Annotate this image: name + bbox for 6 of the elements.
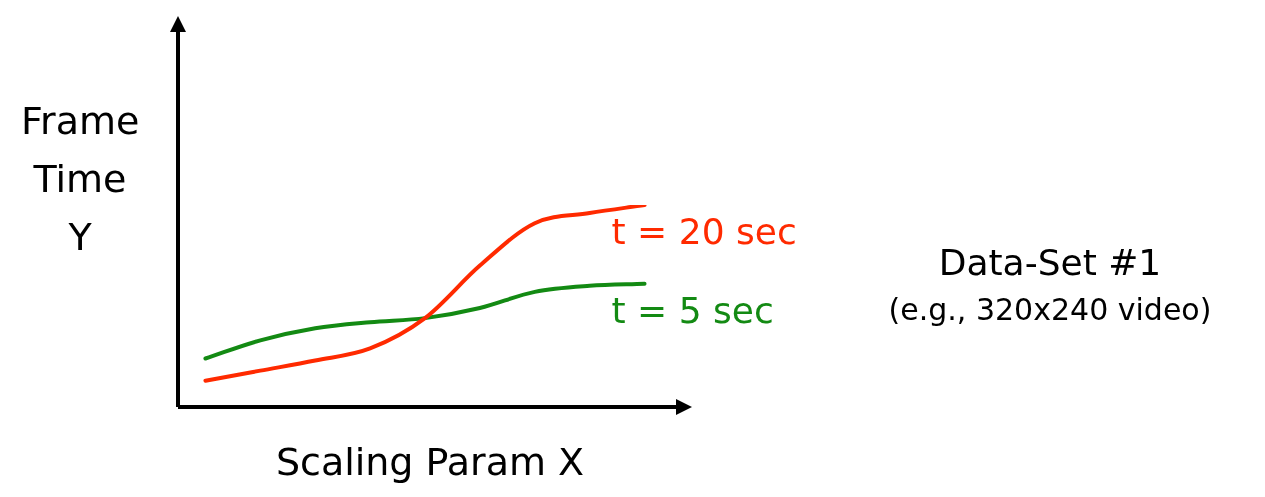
series-label: t = 5 sec — [611, 290, 774, 332]
text: Data-Set #1 — [937, 241, 1163, 285]
text: (e.g., 320x240 video) — [887, 291, 1213, 329]
y-axis-title: Frame Time Y — [21, 98, 140, 261]
series-label: t = 20 sec — [611, 211, 797, 253]
x-axis-title: Scaling Param X — [274, 440, 586, 484]
